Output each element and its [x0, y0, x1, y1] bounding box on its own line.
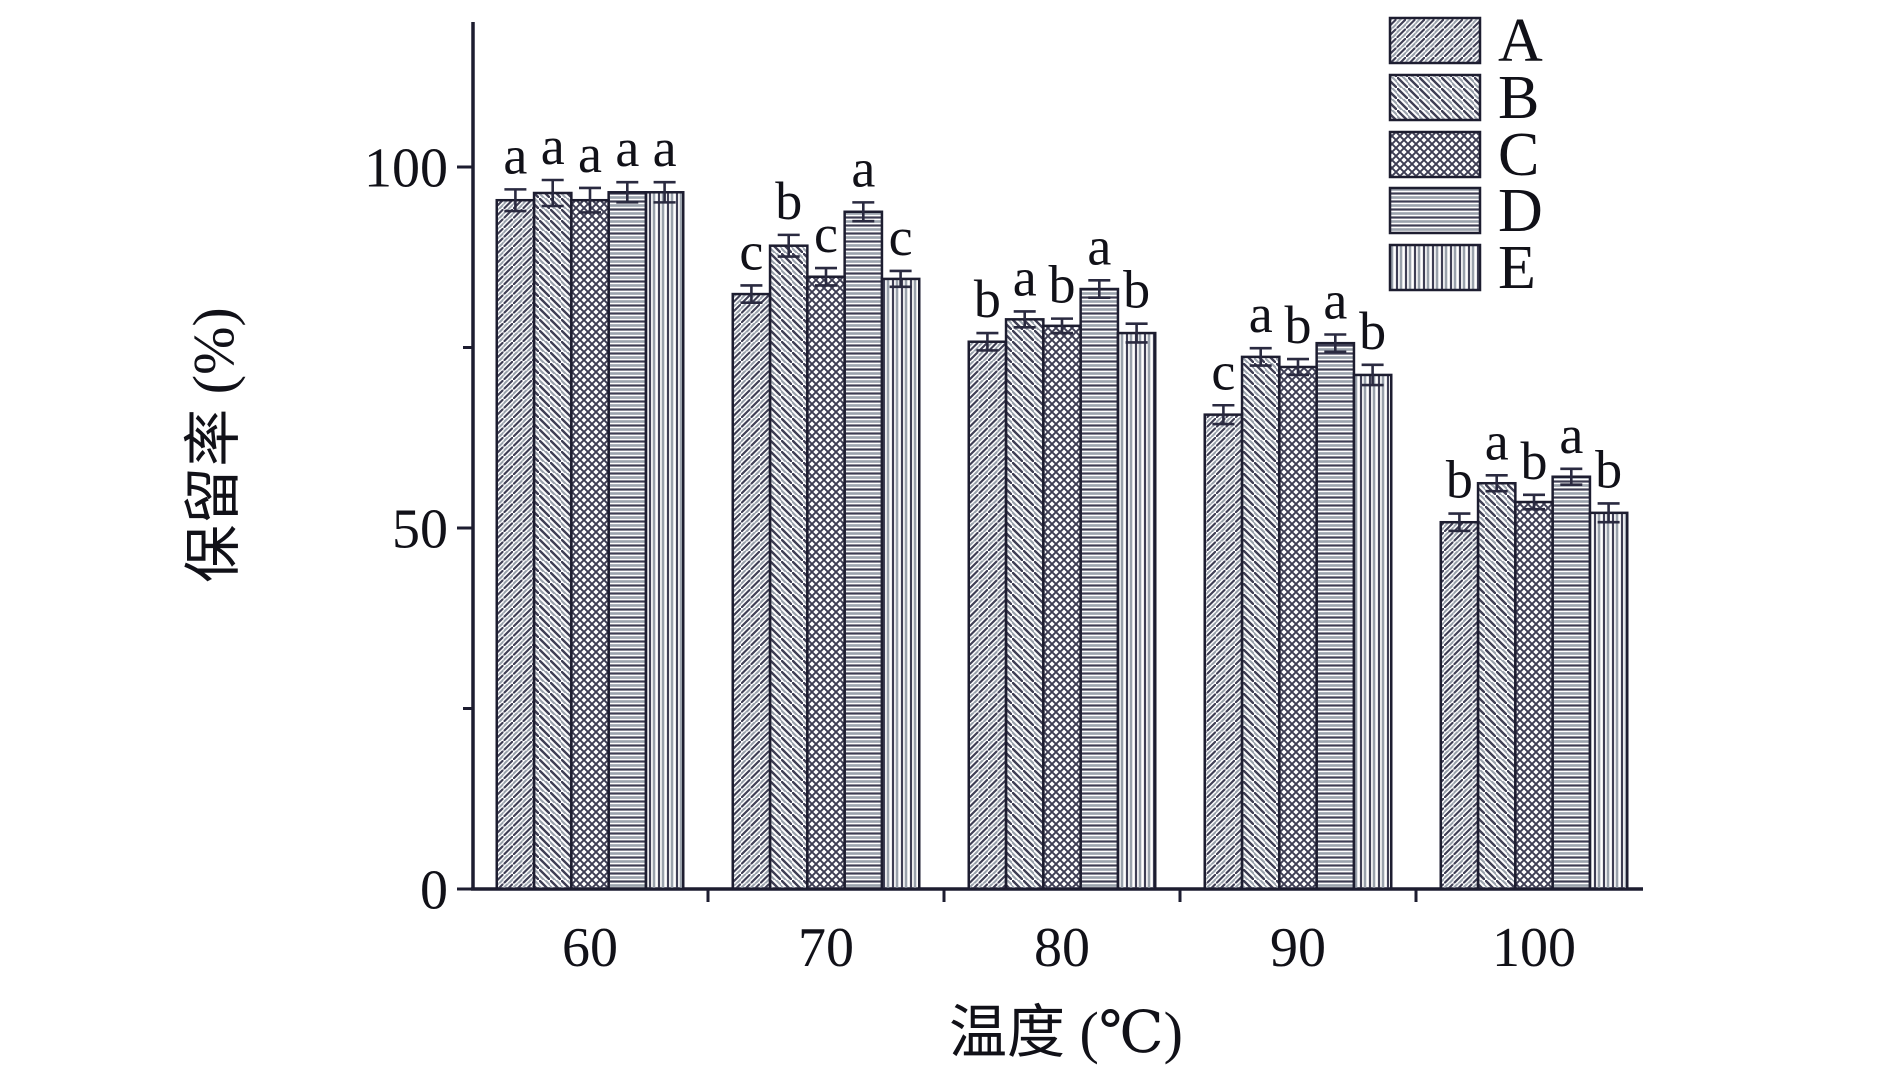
sig-letter-A-70: c	[739, 221, 763, 281]
sig-letter-E-70: c	[889, 207, 913, 267]
legend-label-D: D	[1498, 177, 1543, 245]
sig-letter-E-100: b	[1595, 439, 1622, 499]
sig-letter-C-90: b	[1285, 295, 1312, 355]
sig-letter-A-100: b	[1446, 450, 1473, 510]
bar-A-90	[1203, 413, 1244, 891]
bar-E-60	[644, 191, 685, 891]
y-axis-title: 保留率 (%)	[181, 307, 246, 582]
sig-letter-B-90: a	[1249, 284, 1273, 344]
sig-letter-A-90: c	[1211, 341, 1235, 401]
bar-E-80	[1116, 331, 1157, 891]
legend-swatch-diagonal-back-icon	[1388, 73, 1482, 122]
sig-letter-D-100: a	[1559, 405, 1583, 465]
bar-A-100	[1439, 520, 1480, 891]
bar-D-70	[843, 210, 884, 891]
bar-B-70	[768, 244, 809, 891]
sig-letter-E-90: b	[1359, 301, 1386, 361]
legend-item-A: A	[1388, 7, 1543, 75]
x-tick-label: 70	[798, 917, 854, 979]
sig-letter-C-80: b	[1049, 255, 1076, 315]
y-axis-ticks: 0 50 100	[364, 138, 473, 922]
bar-C-60	[570, 198, 610, 891]
sig-letter-B-80: a	[1013, 247, 1037, 307]
x-tick-label: 80	[1034, 917, 1090, 979]
sig-letter-C-60: a	[578, 124, 602, 184]
bar-series-group	[495, 191, 1629, 891]
legend-label-C: C	[1498, 121, 1539, 189]
bar-E-100	[1588, 511, 1629, 891]
bar-B-90	[1240, 355, 1281, 891]
sig-letter-D-80: a	[1087, 216, 1111, 276]
sig-letter-D-90: a	[1323, 271, 1347, 331]
sig-letter-D-60: a	[615, 118, 639, 178]
legend-item-D: D	[1388, 177, 1543, 245]
y-tick-label: 50	[392, 499, 448, 561]
bar-C-70	[806, 275, 846, 891]
x-axis-title: 温度 (℃)	[949, 1000, 1183, 1065]
bar-A-80	[967, 340, 1008, 891]
sig-letter-B-70: b	[775, 171, 802, 231]
x-tick-label: 100	[1492, 917, 1576, 979]
bar-B-60	[532, 191, 573, 891]
x-axis-ticks: 60 70 80 90 100	[562, 889, 1576, 979]
error-bars-group	[504, 178, 1620, 533]
bar-E-90	[1352, 373, 1393, 891]
legend-label-E: E	[1498, 234, 1536, 302]
bar-D-90	[1315, 341, 1356, 891]
legend-label-A: A	[1498, 7, 1543, 75]
sig-letter-C-100: b	[1521, 431, 1548, 491]
sig-letter-A-60: a	[503, 125, 527, 185]
sig-letter-C-70: c	[814, 204, 838, 264]
sig-letter-A-80: b	[974, 269, 1001, 329]
legend-swatch-crosshatch-icon	[1388, 130, 1482, 179]
bar-C-90	[1278, 365, 1318, 891]
bar-A-60	[495, 198, 536, 891]
legend-swatch-horizontal-lines-icon	[1388, 186, 1482, 235]
legend-item-B: B	[1388, 64, 1539, 132]
x-tick-label: 60	[562, 917, 618, 979]
sig-letter-B-60: a	[541, 116, 565, 176]
legend-swatch-diagonal-forward-icon	[1388, 16, 1482, 65]
sig-letter-E-60: a	[653, 118, 677, 178]
y-tick-label: 0	[420, 860, 448, 922]
bar-D-100	[1551, 475, 1592, 891]
legend-label-B: B	[1498, 64, 1539, 132]
legend-item-E: E	[1388, 234, 1536, 302]
legend-swatch-vertical-lines-icon	[1388, 243, 1482, 292]
sig-letter-B-100: a	[1485, 411, 1509, 471]
bar-C-80	[1042, 324, 1082, 891]
bar-D-60	[607, 191, 648, 891]
y-tick-label: 100	[364, 138, 448, 200]
bar-C-100	[1514, 500, 1554, 891]
bar-E-70	[880, 277, 921, 891]
bar-B-100	[1476, 481, 1517, 891]
bar-D-80	[1079, 287, 1120, 891]
legend-item-C: C	[1388, 121, 1539, 189]
sig-letter-D-70: a	[851, 138, 875, 198]
bar-B-80	[1004, 318, 1045, 891]
x-tick-label: 90	[1270, 917, 1326, 979]
bar-A-70	[731, 292, 772, 891]
sig-letter-E-80: b	[1123, 260, 1150, 320]
